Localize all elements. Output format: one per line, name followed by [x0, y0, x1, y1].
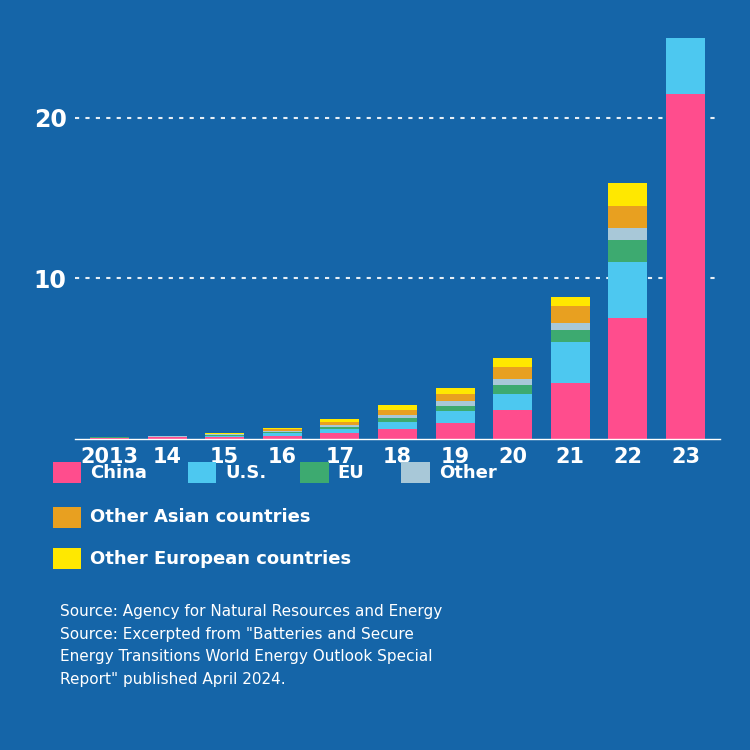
Bar: [262, 433, 302, 436]
Bar: [320, 433, 359, 439]
Bar: [320, 425, 359, 427]
Bar: [493, 394, 532, 410]
Bar: [436, 394, 475, 401]
Bar: [90, 438, 129, 439]
Bar: [262, 432, 302, 433]
Bar: [608, 262, 647, 318]
Bar: [206, 436, 245, 439]
Text: Other Asian countries: Other Asian countries: [90, 509, 310, 526]
Text: China: China: [90, 464, 147, 482]
Bar: [436, 388, 475, 394]
Bar: [550, 297, 590, 305]
Bar: [608, 183, 647, 206]
Text: EU: EU: [338, 464, 364, 482]
Text: Other European countries: Other European countries: [90, 550, 351, 568]
Bar: [493, 358, 532, 367]
Text: Other: Other: [439, 464, 497, 482]
Bar: [320, 427, 359, 429]
Bar: [262, 436, 302, 439]
Bar: [320, 429, 359, 433]
Bar: [378, 405, 417, 410]
Bar: [550, 323, 590, 331]
Text: Source: Agency for Natural Resources and Energy
Source: Excerpted from "Batterie: Source: Agency for Natural Resources and…: [60, 604, 442, 687]
Text: U.S.: U.S.: [225, 464, 266, 482]
Bar: [608, 206, 647, 229]
Bar: [436, 423, 475, 439]
Bar: [262, 427, 302, 429]
Bar: [378, 429, 417, 439]
Bar: [262, 430, 302, 432]
Bar: [550, 331, 590, 343]
Bar: [493, 410, 532, 439]
Bar: [608, 240, 647, 262]
Bar: [378, 416, 417, 419]
Bar: [320, 422, 359, 425]
Bar: [493, 367, 532, 379]
Bar: [666, 94, 705, 439]
Bar: [550, 343, 590, 382]
Bar: [493, 385, 532, 394]
Bar: [493, 379, 532, 385]
Bar: [378, 419, 417, 422]
Bar: [608, 318, 647, 439]
Bar: [378, 422, 417, 429]
Bar: [262, 429, 302, 430]
Bar: [550, 305, 590, 323]
Bar: [436, 412, 475, 423]
Bar: [550, 382, 590, 439]
Bar: [436, 406, 475, 412]
Bar: [666, 0, 705, 22]
Bar: [608, 229, 647, 240]
Bar: [148, 437, 187, 439]
Bar: [320, 419, 359, 422]
Bar: [666, 22, 705, 94]
Bar: [436, 401, 475, 406]
Bar: [378, 410, 417, 416]
